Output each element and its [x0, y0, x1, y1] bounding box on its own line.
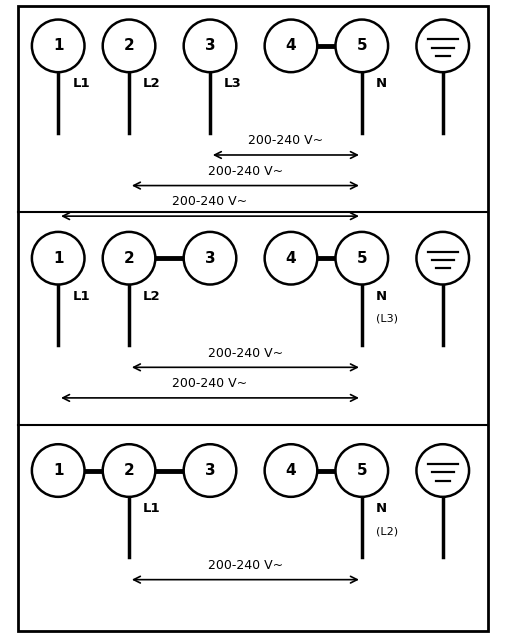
Text: L2: L2 [143, 77, 161, 90]
Ellipse shape [32, 20, 84, 72]
Text: 4: 4 [285, 463, 295, 478]
Text: N: N [375, 502, 386, 515]
Text: 200-240 V~: 200-240 V~ [208, 347, 282, 360]
Ellipse shape [103, 444, 155, 497]
Text: 200-240 V~: 200-240 V~ [248, 134, 323, 147]
Ellipse shape [32, 232, 84, 285]
Ellipse shape [416, 444, 468, 497]
Ellipse shape [183, 444, 236, 497]
Text: L3: L3 [224, 77, 241, 90]
Text: 1: 1 [53, 463, 63, 478]
Ellipse shape [264, 20, 317, 72]
Text: 4: 4 [285, 251, 295, 266]
Ellipse shape [335, 232, 387, 285]
Text: N: N [375, 77, 386, 90]
Text: 2: 2 [123, 251, 134, 266]
Text: 200-240 V~: 200-240 V~ [208, 559, 282, 572]
Ellipse shape [264, 232, 317, 285]
Text: 200-240 V~: 200-240 V~ [208, 165, 282, 178]
Text: L1: L1 [143, 502, 161, 515]
Text: 3: 3 [205, 463, 215, 478]
Ellipse shape [416, 20, 468, 72]
Ellipse shape [183, 20, 236, 72]
Ellipse shape [32, 444, 84, 497]
Text: 3: 3 [205, 251, 215, 266]
Text: 2: 2 [123, 463, 134, 478]
Text: L1: L1 [72, 290, 90, 303]
Text: 5: 5 [356, 38, 366, 54]
Text: 3: 3 [205, 38, 215, 54]
Text: 2: 2 [123, 38, 134, 54]
Ellipse shape [183, 232, 236, 285]
Text: 5: 5 [356, 251, 366, 266]
Text: 200-240 V~: 200-240 V~ [172, 377, 247, 390]
Text: 4: 4 [285, 38, 295, 54]
Ellipse shape [103, 20, 155, 72]
Ellipse shape [264, 444, 317, 497]
Text: 200-240 V~: 200-240 V~ [172, 196, 247, 208]
Text: 1: 1 [53, 251, 63, 266]
Ellipse shape [103, 232, 155, 285]
Text: (L3): (L3) [375, 314, 397, 324]
Text: L1: L1 [72, 77, 90, 90]
Text: L2: L2 [143, 290, 161, 303]
Text: 1: 1 [53, 38, 63, 54]
Ellipse shape [335, 444, 387, 497]
Ellipse shape [416, 232, 468, 285]
Text: (L2): (L2) [375, 526, 397, 536]
Text: N: N [375, 290, 386, 303]
Text: 5: 5 [356, 463, 366, 478]
Ellipse shape [335, 20, 387, 72]
